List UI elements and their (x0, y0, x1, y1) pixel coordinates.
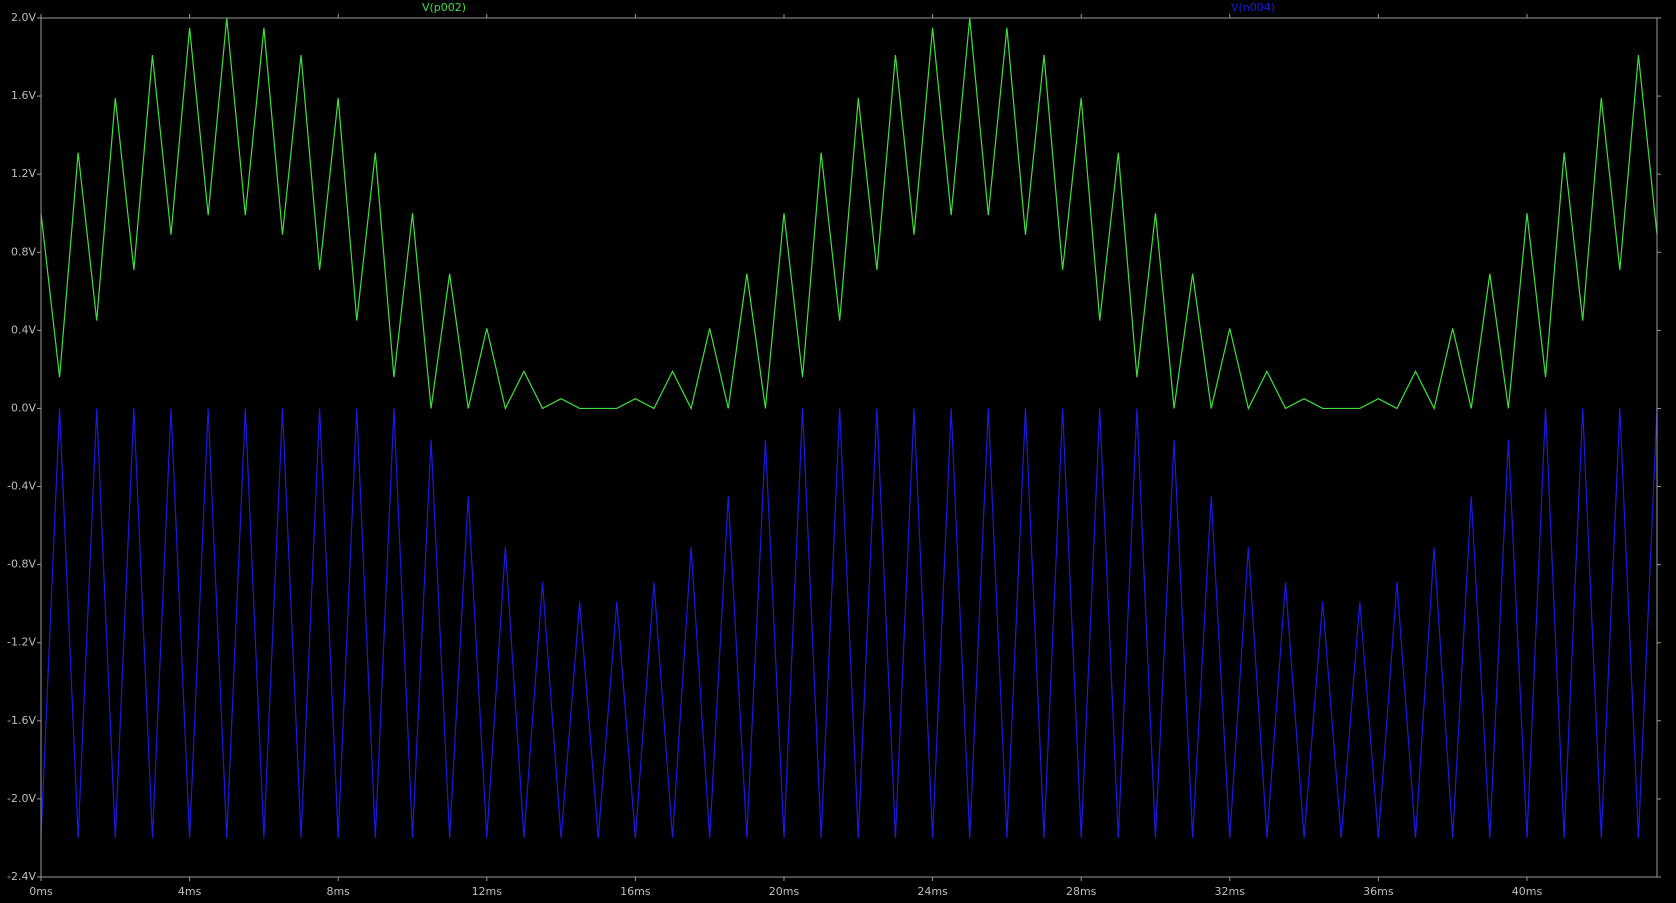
y-tick-label: -2.0V (7, 792, 36, 805)
x-tick-label: 40ms (1512, 885, 1543, 898)
y-tick-label: -1.2V (7, 636, 36, 649)
x-tick-label: 28ms (1066, 885, 1097, 898)
y-tick-label: -1.6V (7, 714, 36, 727)
x-tick-label: 36ms (1363, 885, 1394, 898)
y-tick-label: 1.2V (11, 167, 36, 180)
y-tick-label: 1.6V (11, 89, 36, 102)
y-tick-label: -0.8V (7, 558, 36, 571)
x-tick-label: 32ms (1215, 885, 1246, 898)
plot-frame (40, 17, 1658, 878)
series-line (40, 408, 1658, 838)
y-tick-label: -2.4V (7, 870, 36, 883)
y-tick-label: 0.4V (11, 323, 36, 336)
y-tick-label: 0.8V (11, 245, 36, 258)
series-line (40, 17, 1658, 411)
x-tick-label: 4ms (178, 885, 202, 898)
y-tick-label: 0.0V (11, 401, 36, 414)
y-tick-label: 2.0V (11, 11, 36, 24)
x-tick-label: 8ms (326, 885, 350, 898)
x-tick-label: 12ms (472, 885, 503, 898)
y-tick-label: -0.4V (7, 480, 36, 493)
series-label[interactable]: V(n004) (1231, 1, 1275, 14)
x-tick-label: 20ms (769, 885, 800, 898)
x-tick-label: 16ms (620, 885, 651, 898)
x-tick-label: 0ms (29, 885, 53, 898)
x-tick-label: 24ms (917, 885, 948, 898)
series-label[interactable]: V(p002) (422, 1, 466, 14)
